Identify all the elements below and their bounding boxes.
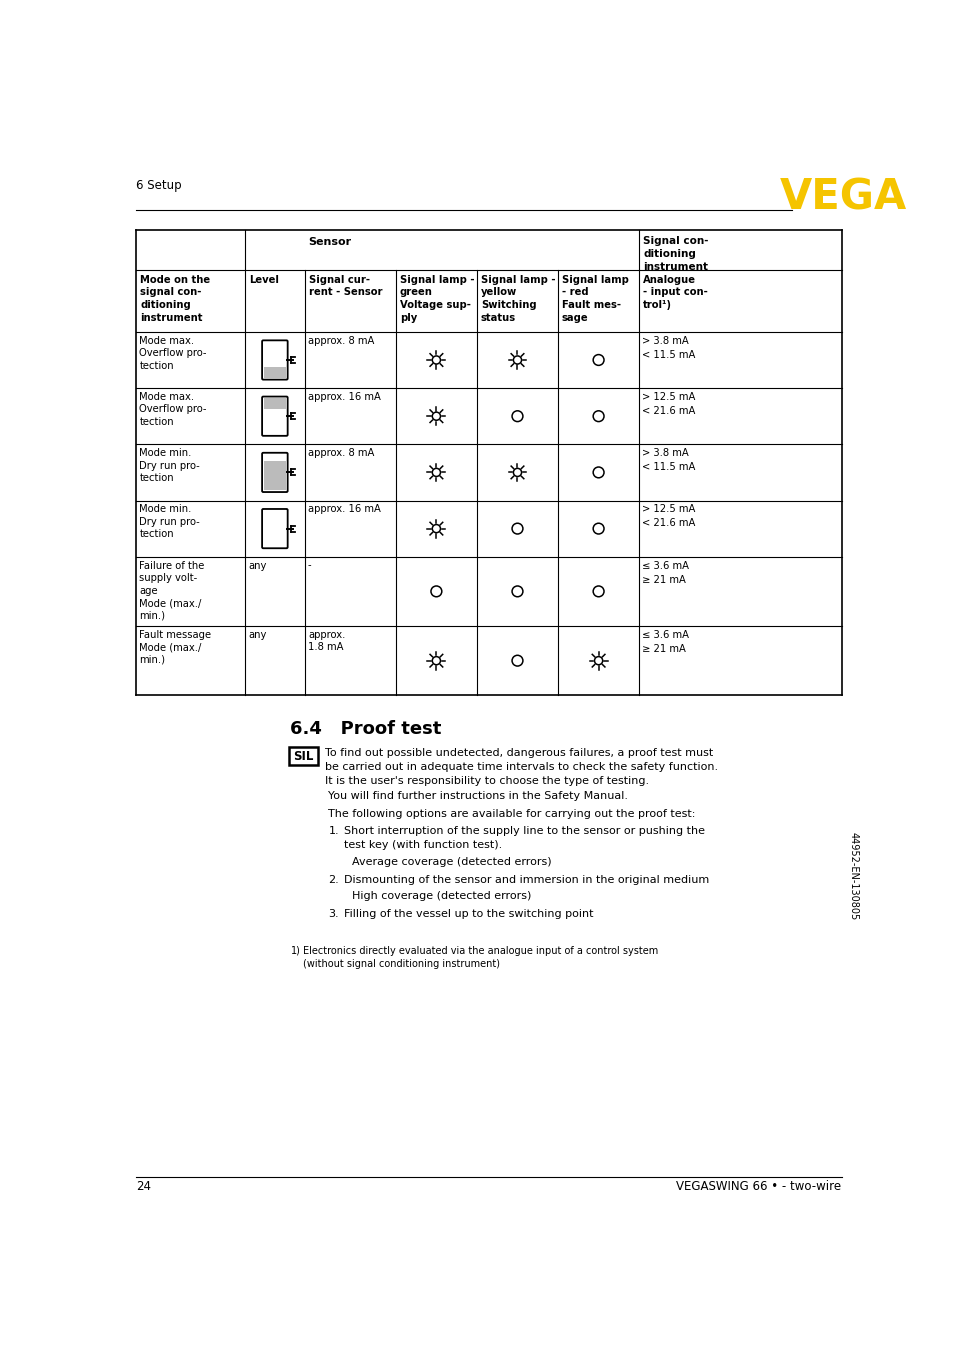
Text: Dismounting of the sensor and immersion in the original medium: Dismounting of the sensor and immersion … bbox=[344, 875, 708, 884]
Text: any: any bbox=[248, 630, 266, 640]
Text: Signal lamp -
yellow
Switching
status: Signal lamp - yellow Switching status bbox=[480, 275, 555, 322]
Text: Sensor: Sensor bbox=[309, 237, 352, 248]
Text: To find out possible undetected, dangerous failures, a proof test must
be carrie: To find out possible undetected, dangero… bbox=[325, 747, 718, 785]
Text: ≤ 3.6 mA
≥ 21 mA: ≤ 3.6 mA ≥ 21 mA bbox=[641, 630, 688, 654]
Text: 44952-EN-130805: 44952-EN-130805 bbox=[847, 833, 858, 921]
Text: -: - bbox=[308, 561, 312, 570]
Text: You will find further instructions in the Safety Manual.: You will find further instructions in th… bbox=[328, 791, 628, 800]
Text: 1): 1) bbox=[291, 945, 301, 956]
Text: Signal con-
ditioning
instrument: Signal con- ditioning instrument bbox=[642, 237, 708, 272]
Text: ≤ 3.6 mA
≥ 21 mA: ≤ 3.6 mA ≥ 21 mA bbox=[641, 561, 688, 585]
Text: approx. 16 mA: approx. 16 mA bbox=[308, 391, 380, 402]
Text: Level: Level bbox=[249, 275, 278, 284]
Text: Signal lamp -
green
Voltage sup-
ply: Signal lamp - green Voltage sup- ply bbox=[399, 275, 474, 322]
Bar bbox=[263, 341, 286, 379]
Text: > 12.5 mA
< 21.6 mA: > 12.5 mA < 21.6 mA bbox=[641, 391, 695, 416]
Text: approx.
1.8 mA: approx. 1.8 mA bbox=[308, 630, 345, 653]
Text: High coverage (detected errors): High coverage (detected errors) bbox=[352, 891, 531, 900]
Bar bbox=[263, 510, 286, 547]
Text: 1.: 1. bbox=[328, 826, 338, 837]
Text: any: any bbox=[248, 561, 266, 570]
Text: 6.4   Proof test: 6.4 Proof test bbox=[290, 720, 440, 738]
Text: Mode min.
Dry run pro-
tection: Mode min. Dry run pro- tection bbox=[139, 448, 200, 483]
Text: approx. 8 mA: approx. 8 mA bbox=[308, 336, 374, 345]
Text: 24: 24 bbox=[136, 1181, 152, 1193]
FancyBboxPatch shape bbox=[289, 747, 318, 765]
Text: VEGA: VEGA bbox=[779, 176, 906, 218]
Text: Mode max.
Overflow pro-
tection: Mode max. Overflow pro- tection bbox=[139, 336, 207, 371]
Text: Average coverage (detected errors): Average coverage (detected errors) bbox=[352, 857, 551, 867]
Text: 3.: 3. bbox=[328, 909, 338, 918]
Text: > 3.8 mA
< 11.5 mA: > 3.8 mA < 11.5 mA bbox=[641, 336, 695, 360]
Text: Short interruption of the supply line to the sensor or pushing the
test key (wit: Short interruption of the supply line to… bbox=[344, 826, 704, 850]
Text: Signal lamp
- red
Fault mes-
sage: Signal lamp - red Fault mes- sage bbox=[561, 275, 628, 322]
Text: Analogue
- input con-
trol¹): Analogue - input con- trol¹) bbox=[642, 275, 707, 310]
Bar bbox=[263, 398, 286, 435]
Bar bbox=[264, 398, 286, 409]
Text: 6 Setup: 6 Setup bbox=[136, 180, 182, 192]
Bar bbox=[264, 367, 286, 378]
Text: Filling of the vessel up to the switching point: Filling of the vessel up to the switchin… bbox=[344, 909, 593, 918]
Text: 2.: 2. bbox=[328, 875, 339, 884]
Bar bbox=[263, 454, 286, 492]
Text: > 12.5 mA
< 21.6 mA: > 12.5 mA < 21.6 mA bbox=[641, 504, 695, 528]
Text: VEGASWING 66 • - two-wire: VEGASWING 66 • - two-wire bbox=[676, 1181, 841, 1193]
Text: Fault message
Mode (max./
min.): Fault message Mode (max./ min.) bbox=[139, 630, 212, 665]
Text: > 3.8 mA
< 11.5 mA: > 3.8 mA < 11.5 mA bbox=[641, 448, 695, 473]
Text: approx. 8 mA: approx. 8 mA bbox=[308, 448, 374, 458]
Text: Mode max.
Overflow pro-
tection: Mode max. Overflow pro- tection bbox=[139, 391, 207, 427]
Text: Mode min.
Dry run pro-
tection: Mode min. Dry run pro- tection bbox=[139, 504, 200, 539]
Bar bbox=[264, 460, 286, 490]
Text: Failure of the
supply volt-
age
Mode (max./
min.): Failure of the supply volt- age Mode (ma… bbox=[139, 561, 205, 621]
Text: approx. 16 mA: approx. 16 mA bbox=[308, 504, 380, 515]
Text: Mode on the
signal con-
ditioning
instrument: Mode on the signal con- ditioning instru… bbox=[140, 275, 210, 322]
Text: SIL: SIL bbox=[294, 750, 314, 764]
Text: Signal cur-
rent - Sensor: Signal cur- rent - Sensor bbox=[309, 275, 382, 298]
Text: The following options are available for carrying out the proof test:: The following options are available for … bbox=[328, 808, 695, 819]
Text: Electronics directly evaluated via the analogue input of a control system
(witho: Electronics directly evaluated via the a… bbox=[303, 945, 658, 968]
